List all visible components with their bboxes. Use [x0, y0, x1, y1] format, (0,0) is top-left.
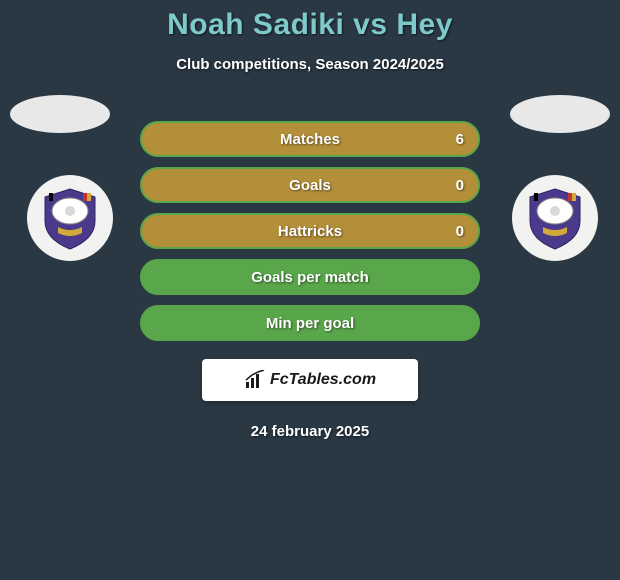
stat-bar-goals-per-match: Goals per match — [140, 259, 480, 295]
brand-chart-icon — [244, 370, 266, 390]
page-title: Noah Sadiki vs Hey — [0, 8, 620, 42]
crest-icon — [520, 183, 590, 253]
crest-icon — [35, 183, 105, 253]
stat-bar-hattricks: Hattricks 0 — [140, 213, 480, 249]
stat-value: 0 — [456, 177, 464, 194]
stat-label: Matches — [280, 131, 340, 148]
content-area: Matches 6 Goals 0 Hattricks 0 Goals per … — [0, 113, 620, 440]
brand-text: FcTables.com — [270, 371, 376, 389]
comparison-card: Noah Sadiki vs Hey Club competitions, Se… — [0, 0, 620, 440]
stat-bars: Matches 6 Goals 0 Hattricks 0 Goals per … — [140, 113, 480, 341]
stat-label: Min per goal — [266, 315, 354, 332]
stat-label: Hattricks — [278, 223, 342, 240]
stat-value: 6 — [456, 131, 464, 148]
stat-bar-goals: Goals 0 — [140, 167, 480, 203]
stat-value: 0 — [456, 223, 464, 240]
stat-label: Goals per match — [251, 269, 369, 286]
club-logo-right — [512, 175, 598, 261]
player-photo-left — [10, 95, 110, 133]
brand-badge[interactable]: FcTables.com — [202, 359, 418, 401]
stat-bar-matches: Matches 6 — [140, 121, 480, 157]
subtitle: Club competitions, Season 2024/2025 — [0, 56, 620, 73]
stat-bar-min-per-goal: Min per goal — [140, 305, 480, 341]
stat-label: Goals — [289, 177, 331, 194]
player-photo-right — [510, 95, 610, 133]
club-logo-left — [27, 175, 113, 261]
date-label: 24 february 2025 — [0, 423, 620, 440]
